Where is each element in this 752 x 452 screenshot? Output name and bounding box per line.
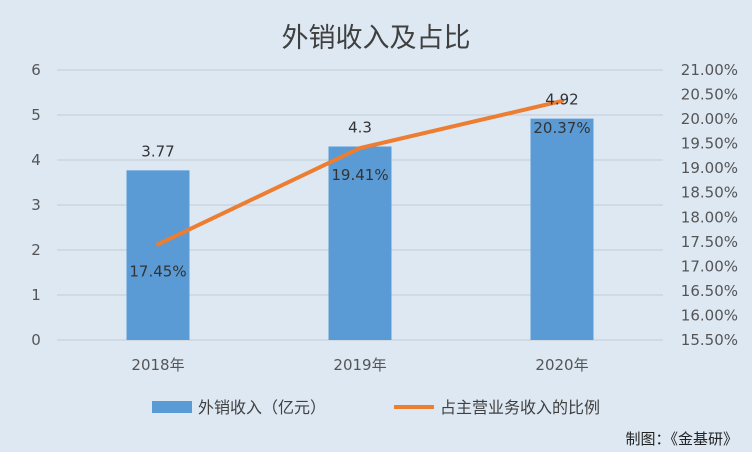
bar-value-label: 4.92 [545, 91, 578, 109]
y-right-tick-label: 18.50% [681, 184, 738, 202]
x-tick-label: 2020年 [535, 356, 588, 374]
bar-value-label: 3.77 [141, 142, 174, 160]
credit-text: 制图：《金基研》 [625, 430, 738, 448]
y-left-tick-label: 6 [31, 61, 41, 79]
legend-bar-swatch [152, 401, 192, 413]
y-left-tick-label: 2 [31, 241, 41, 259]
x-tick-label: 2018年 [131, 356, 184, 374]
y-right-tick-label: 16.50% [681, 282, 738, 300]
y-axis-left: 0 1 2 3 4 5 6 [31, 61, 41, 349]
bar [530, 118, 594, 340]
legend-line-label: 占主营业务收入的比例 [440, 398, 600, 417]
y-left-tick-label: 4 [31, 151, 41, 169]
chart-title: 外销收入及占比 [282, 23, 471, 54]
line-series [156, 98, 564, 247]
y-right-tick-label: 17.50% [681, 233, 738, 251]
y-right-tick-label: 17.00% [681, 257, 738, 275]
bar [126, 170, 190, 340]
line-value-label: 19.41% [331, 166, 388, 184]
y-right-tick-label: 20.00% [681, 110, 738, 128]
bar-series [126, 118, 594, 340]
y-right-tick-label: 16.00% [681, 306, 738, 324]
legend-bar-label: 外销收入（亿元） [198, 398, 326, 417]
bar-value-label: 4.3 [348, 119, 372, 137]
series-line [156, 98, 564, 247]
y-right-tick-label: 19.50% [681, 135, 738, 153]
legend: 外销收入（亿元） 占主营业务收入的比例 [152, 398, 600, 417]
y-right-tick-label: 20.50% [681, 86, 738, 104]
bar [328, 146, 392, 340]
y-right-tick-label: 21.00% [681, 61, 738, 79]
data-labels: 3.77 4.3 4.92 17.45% 19.41% 20.37% [129, 91, 590, 281]
line-value-label: 17.45% [129, 262, 186, 280]
x-axis: 2018年 2019年 2020年 [131, 356, 588, 374]
y-left-tick-label: 0 [31, 331, 41, 349]
x-tick-label: 2019年 [333, 356, 386, 374]
y-right-tick-label: 19.00% [681, 159, 738, 177]
y-axis-right: 15.50% 16.00% 16.50% 17.00% 17.50% 18.00% 18.5… [681, 61, 738, 349]
y-left-tick-label: 3 [31, 196, 41, 214]
y-left-tick-label: 5 [31, 106, 41, 124]
y-right-tick-label: 15.50% [681, 331, 738, 349]
y-right-tick-label: 18.00% [681, 208, 738, 226]
y-left-tick-label: 1 [31, 286, 41, 304]
line-value-label: 20.37% [533, 119, 590, 137]
